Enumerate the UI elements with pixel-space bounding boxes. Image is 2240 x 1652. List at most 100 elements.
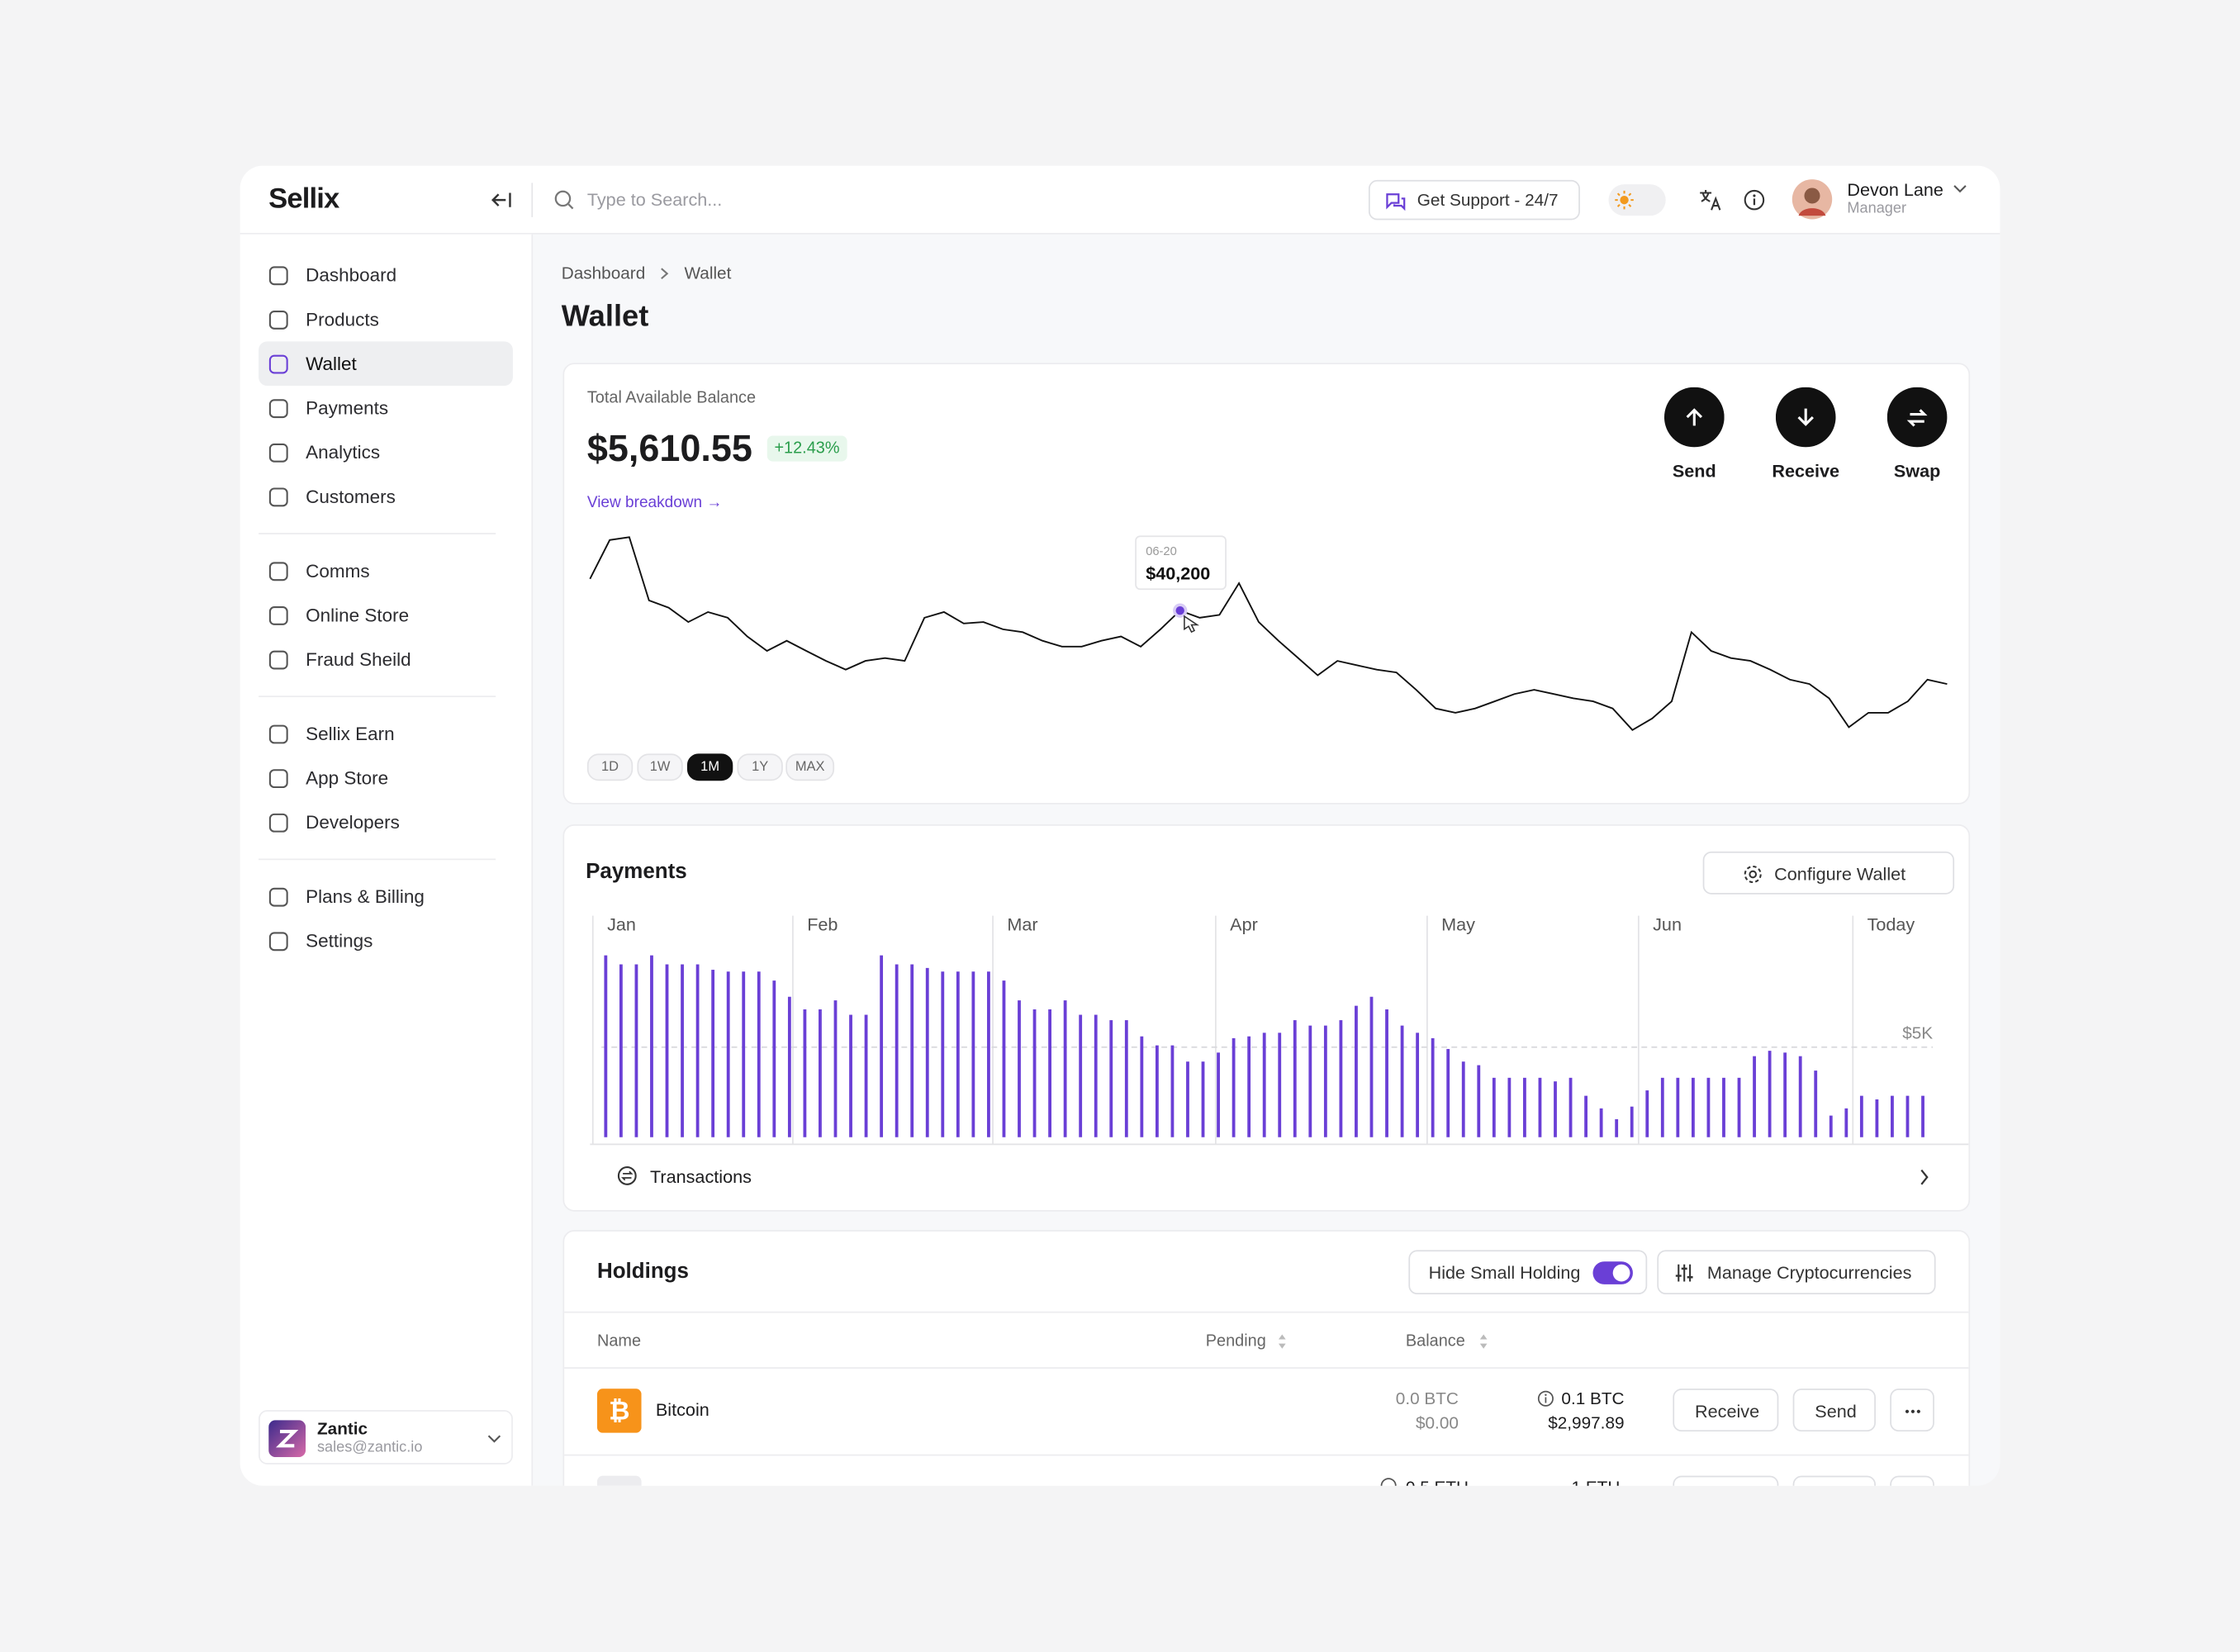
nav-item[interactable]: Wallet (259, 341, 513, 386)
bar (1063, 1000, 1067, 1137)
theme-toggle[interactable] (1608, 184, 1666, 216)
bar (1722, 1077, 1725, 1137)
range-pill[interactable]: 1D (586, 753, 634, 781)
action-button[interactable] (1663, 387, 1725, 448)
nav-label: Payments (306, 396, 389, 419)
bar (634, 964, 638, 1137)
nav-label: Sellix Earn (306, 723, 395, 745)
support-button[interactable]: Get Support - 24/7 (1368, 179, 1580, 221)
collapse-icon[interactable] (490, 190, 513, 210)
nav-item[interactable]: Dashboard (259, 253, 513, 297)
bar (1400, 1025, 1404, 1137)
nav-item[interactable]: Analytics (259, 430, 513, 475)
app-frame: Sellix Type to Search... Get Support - 2… (240, 165, 2000, 1486)
search-input[interactable]: Type to Search... (586, 190, 723, 211)
payments-card: Payments Configure Wallet Jan Feb Mar Apr Ma… (562, 824, 1971, 1212)
nav-item[interactable]: Sellix Earn (259, 711, 513, 756)
bar (1538, 1077, 1542, 1137)
nav-item[interactable]: Comms (259, 548, 513, 593)
bar (1339, 1020, 1343, 1137)
range-pill[interactable]: 1W (637, 753, 683, 781)
bar (650, 955, 653, 1137)
gear-icon (1744, 865, 1762, 884)
translate-icon[interactable] (1698, 188, 1721, 211)
nav-item[interactable]: Customers (259, 474, 513, 519)
nav-item[interactable]: App Store (259, 756, 513, 800)
bar (956, 971, 960, 1137)
configure-wallet-button[interactable]: Configure Wallet (1702, 851, 1955, 895)
user-menu-chevron[interactable] (1953, 183, 1967, 194)
nav-label: Wallet (306, 353, 357, 375)
bar (1477, 1065, 1481, 1137)
nav-item[interactable]: Developers (259, 800, 513, 845)
send-button[interactable]: Send (1792, 1389, 1876, 1432)
nav-separator (259, 695, 496, 698)
range-pill[interactable]: 1M (686, 753, 733, 781)
column-header[interactable]: Balance (1405, 1332, 1465, 1351)
manage-crypto-button[interactable]: Manage Cryptocurrencies (1657, 1250, 1936, 1295)
bar (711, 970, 715, 1137)
sort-icon[interactable] (1478, 1333, 1488, 1351)
transactions-link[interactable]: Transactions (649, 1167, 752, 1188)
more-icon (1905, 1409, 1920, 1413)
bar (1568, 1077, 1573, 1137)
workspace-chevron (487, 1435, 501, 1443)
nav-item[interactable]: Plans & Billing (259, 875, 513, 919)
bar (971, 971, 975, 1137)
nav-item[interactable]: Settings (259, 919, 513, 963)
support-label: Get Support - 24/7 (1417, 190, 1559, 211)
avatar[interactable] (1792, 178, 1833, 220)
bar (742, 971, 746, 1137)
receive-label: Receive (1695, 1401, 1760, 1422)
bar (1002, 980, 1006, 1137)
action-arrow (1906, 409, 1928, 427)
send-button[interactable] (1792, 1475, 1876, 1486)
column-header: Name (596, 1332, 642, 1351)
nav-item[interactable]: Online Store (259, 593, 513, 638)
hide-small-button[interactable]: Hide Small Holding (1408, 1250, 1648, 1295)
info-icon[interactable] (1743, 188, 1766, 211)
bar (695, 964, 700, 1137)
hide-small-toggle[interactable] (1592, 1261, 1633, 1284)
column-header[interactable]: Pending (1205, 1332, 1266, 1351)
action-button[interactable] (1775, 387, 1836, 448)
more-button[interactable] (1890, 1475, 1934, 1486)
balance-line (589, 536, 1948, 732)
brand: Sellix (268, 183, 339, 216)
range-pill[interactable]: MAX (785, 753, 835, 781)
receive-button[interactable] (1673, 1475, 1779, 1486)
transactions-chevron[interactable] (1919, 1169, 1930, 1186)
sun-icon (1615, 190, 1634, 210)
balance-amount: 0.1 BTC (1561, 1389, 1625, 1409)
header: Sellix Type to Search... Get Support - 2… (240, 165, 2000, 235)
action-button[interactable] (1886, 387, 1948, 448)
nav-icon (268, 354, 288, 373)
bar (1385, 1009, 1388, 1137)
range-pill[interactable]: 1Y (737, 753, 783, 781)
nav-icon-shape (268, 724, 288, 743)
nav-icon (268, 649, 288, 669)
nav-icon-shape (268, 561, 288, 581)
divider (531, 183, 534, 217)
bar (1783, 1052, 1787, 1137)
bar (1615, 1118, 1619, 1137)
bar (1140, 1036, 1144, 1137)
nav-item[interactable]: Products (259, 297, 513, 342)
bar (1431, 1037, 1435, 1137)
bar (619, 964, 623, 1137)
more-button[interactable] (1890, 1389, 1934, 1432)
nav-icon (268, 724, 288, 743)
breakdown-link[interactable]: View breakdown → (586, 494, 723, 512)
nav-item[interactable]: Payments (259, 386, 513, 430)
sort-icon[interactable] (1277, 1333, 1287, 1351)
info-icon (1537, 1390, 1554, 1407)
breadcrumb-item[interactable]: Dashboard (561, 263, 646, 283)
bar (910, 964, 914, 1137)
bar (849, 1014, 852, 1137)
bar (604, 955, 608, 1137)
nav-item[interactable]: Fraud Sheild (259, 637, 513, 681)
balance-card: Total Available Balance $5,610.55 +12.43… (562, 363, 1971, 805)
workspace-switcher[interactable]: Zantic sales@zantic.io (259, 1410, 513, 1464)
receive-button[interactable]: Receive (1673, 1389, 1779, 1432)
bar (1109, 1020, 1113, 1137)
